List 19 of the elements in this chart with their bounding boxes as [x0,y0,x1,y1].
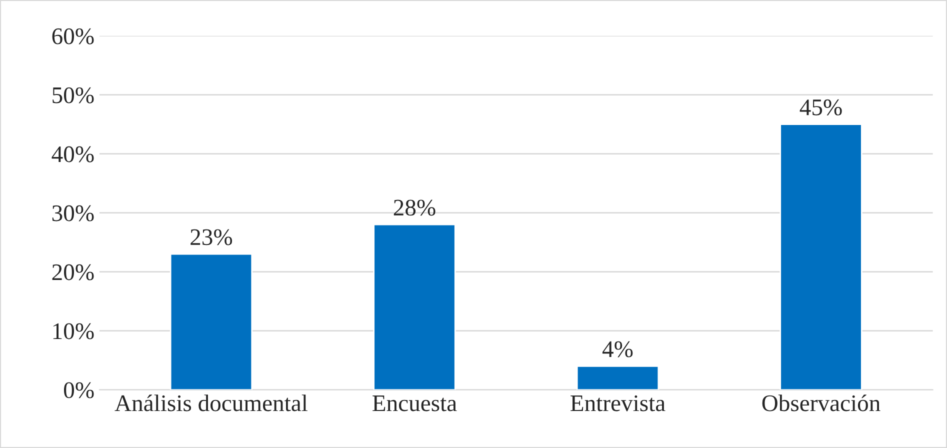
x-tick-label: Análisis documental [114,394,308,412]
bar [170,253,253,390]
x-tick-label: Encuesta [372,396,457,412]
y-tick-label: 0% [64,382,94,398]
y-tick-label: 10% [53,323,94,340]
x-tick-label: Observación [762,394,880,412]
bar [780,124,862,390]
y-tick-label: 20% [52,264,94,280]
bar [576,365,660,390]
bar [373,224,456,390]
data-label: 28% [394,200,436,216]
y-tick-label: 50% [52,87,94,104]
data-label: 45% [800,99,842,116]
data-label: 4% [602,341,633,358]
x-tick-label: Entrevista [570,395,666,412]
y-tick-label: 40% [52,146,94,162]
y-tick-label: 30% [52,205,94,222]
y-tick-label: 60% [52,28,94,44]
data-label: 23% [190,229,232,246]
